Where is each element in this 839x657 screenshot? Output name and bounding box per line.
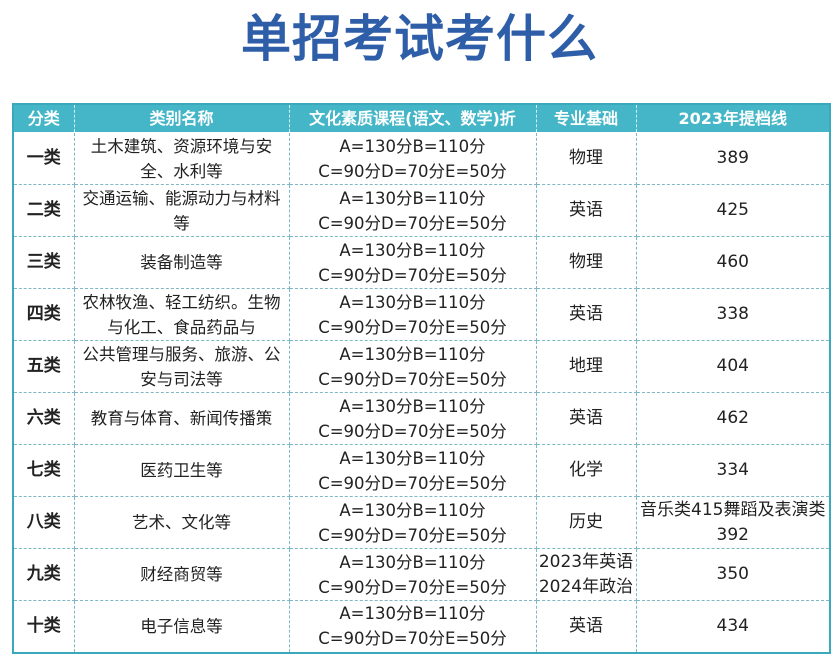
category-name-cell: 农林牧渔、轻工纺织。生物与化工、食品药品与 (73, 288, 290, 341)
category-name-cell: 交通运输、能源动力与材料等 (73, 184, 290, 237)
culture-score-cell: A=130分B=110分 C=90分D=70分E=50分 (288, 184, 537, 237)
cutoff-cell: 425 (635, 184, 831, 237)
category-cell: 七类 (12, 444, 75, 497)
score-line-2: C=90分D=70分E=50分 (318, 213, 507, 233)
table-row: 三类 装备制造等 A=130分B=110分 C=90分D=70分E=50分 物理 460 (12, 236, 831, 289)
category-cell: 五类 (12, 340, 75, 393)
category-cell: 八类 (12, 496, 75, 549)
culture-score-cell: A=130分B=110分 C=90分D=70分E=50分 (288, 236, 537, 289)
score-line-2: C=90分D=70分E=50分 (318, 161, 507, 181)
cutoff-cell: 404 (635, 340, 831, 393)
cutoff-cell: 462 (635, 392, 831, 445)
professional-basis-cell: 地理 (535, 340, 637, 393)
cutoff-cell: 338 (635, 288, 831, 341)
category-cell: 三类 (12, 236, 75, 289)
cutoff-cell: 音乐类415舞蹈及表演类392 (635, 496, 831, 549)
culture-score-cell: A=130分B=110分 C=90分D=70分E=50分 (288, 496, 537, 549)
score-line-2: C=90分D=70分E=50分 (318, 473, 507, 493)
culture-score-cell: A=130分B=110分 C=90分D=70分E=50分 (288, 132, 537, 185)
category-name-cell: 医药卫生等 (73, 444, 290, 497)
score-line-1: A=130分B=110分 (339, 292, 486, 312)
category-cell: 一类 (12, 132, 75, 185)
table-row: 六类 教育与体育、新闻传播策 A=130分B=110分 C=90分D=70分E=50分… (12, 392, 831, 445)
table-body: 一类 土木建筑、资源环境与安全、水利等 A=130分B=110分 C=90分D=70分… (12, 132, 831, 653)
cutoff-cell: 389 (635, 132, 831, 185)
exam-table-container: 分类 类别名称 文化素质课程(语文、数学)折 专业基础 2023年提档线 一类土… (12, 103, 831, 654)
header-row: 分类 类别名称 文化素质课程(语文、数学)折 专业基础 2023年提档线 (12, 103, 831, 133)
category-cell: 九类 (12, 548, 75, 601)
professional-basis-cell: 历史 (535, 496, 637, 549)
header-category: 分类 (12, 103, 75, 133)
professional-basis-cell: 化学 (535, 444, 637, 497)
score-line-2: C=90分D=70分E=50分 (318, 265, 507, 285)
category-name-cell: 艺术、文化等 (73, 496, 290, 549)
category-name-cell: 土木建筑、资源环境与安全、水利等 (73, 132, 290, 185)
score-line-2: C=90分D=70分E=50分 (318, 421, 507, 441)
category-name-cell: 财经商贸等 (73, 548, 290, 601)
professional-basis-cell: 物理 (535, 132, 637, 185)
score-line-1: A=130分B=110分 (339, 136, 486, 156)
table-row: 二类 交通运输、能源动力与材料等 A=130分B=110分 C=90分D=70分E=5… (12, 184, 831, 237)
category-cell: 二类 (12, 184, 75, 237)
table-row: 四类 农林牧渔、轻工纺织。生物与化工、食品药品与 A=130分B=110分 C=90分… (12, 288, 831, 341)
exam-table: 分类 类别名称 文化素质课程(语文、数学)折 专业基础 2023年提档线 一类土… (12, 103, 831, 654)
table-row: 十类 电子信息等 A=130分B=110分 C=90分D=70分E=50分 英语 434 (12, 600, 831, 653)
category-name-cell: 电子信息等 (73, 600, 290, 653)
professional-basis-cell: 英语 (535, 392, 637, 445)
professional-basis-cell: 英语 (535, 184, 637, 237)
score-line-2: C=90分D=70分E=50分 (318, 369, 507, 389)
header-professional-basis: 专业基础 (535, 103, 637, 133)
table-row: 九类 财经商贸等 A=130分B=110分 C=90分D=70分E=50分 2023年英… (12, 548, 831, 601)
category-cell: 十类 (12, 600, 75, 653)
header-cutoff-2023: 2023年提档线 (635, 103, 831, 133)
professional-basis-cell: 物理 (535, 236, 637, 289)
score-line-1: A=130分B=110分 (339, 396, 486, 416)
culture-score-cell: A=130分B=110分 C=90分D=70分E=50分 (288, 340, 537, 393)
professional-basis-cell: 2023年英语2024年政治 (535, 548, 637, 601)
culture-score-cell: A=130分B=110分 C=90分D=70分E=50分 (288, 392, 537, 445)
score-line-1: A=130分B=110分 (339, 500, 486, 520)
score-line-1: A=130分B=110分 (339, 240, 486, 260)
professional-basis-cell: 英语 (535, 288, 637, 341)
score-line-2: C=90分D=70分E=50分 (318, 577, 507, 597)
score-line-2: C=90分D=70分E=50分 (318, 317, 507, 337)
category-cell: 六类 (12, 392, 75, 445)
table-row: 八类 艺术、文化等 A=130分B=110分 C=90分D=70分E=50分 历史 音乐类… (12, 496, 831, 549)
table-header: 分类 类别名称 文化素质课程(语文、数学)折 专业基础 2023年提档线 (12, 103, 831, 133)
professional-basis-cell: 英语 (535, 600, 637, 653)
score-line-2: C=90分D=70分E=50分 (318, 525, 507, 545)
cutoff-cell: 460 (635, 236, 831, 289)
score-line-1: A=130分B=110分 (339, 448, 486, 468)
table-row: 一类 土木建筑、资源环境与安全、水利等 A=130分B=110分 C=90分D=70分… (12, 132, 831, 185)
culture-score-cell: A=130分B=110分 C=90分D=70分E=50分 (288, 444, 537, 497)
table-row: 七类 医药卫生等 A=130分B=110分 C=90分D=70分E=50分 化学 334 (12, 444, 831, 497)
page-title: 单招考试考什么 (241, 10, 598, 68)
score-line-1: A=130分B=110分 (339, 344, 486, 364)
header-category-name: 类别名称 (73, 103, 290, 133)
category-name-cell: 公共管理与服务、旅游、公安与司法等 (73, 340, 290, 393)
header-culture-score: 文化素质课程(语文、数学)折 (288, 103, 537, 133)
cutoff-cell: 334 (635, 444, 831, 497)
score-line-1: A=130分B=110分 (339, 552, 486, 572)
culture-score-cell: A=130分B=110分 C=90分D=70分E=50分 (288, 600, 537, 653)
culture-score-cell: A=130分B=110分 C=90分D=70分E=50分 (288, 548, 537, 601)
table-row: 五类 公共管理与服务、旅游、公安与司法等 A=130分B=110分 C=90分D=70… (12, 340, 831, 393)
score-line-1: A=130分B=110分 (339, 188, 486, 208)
culture-score-cell: A=130分B=110分 C=90分D=70分E=50分 (288, 288, 537, 341)
category-cell: 四类 (12, 288, 75, 341)
category-name-cell: 教育与体育、新闻传播策 (73, 392, 290, 445)
score-line-1: A=130分B=110分 (339, 604, 486, 624)
cutoff-cell: 350 (635, 548, 831, 601)
score-line-2: C=90分D=70分E=50分 (318, 629, 507, 649)
cutoff-cell: 434 (635, 600, 831, 653)
category-name-cell: 装备制造等 (73, 236, 290, 289)
